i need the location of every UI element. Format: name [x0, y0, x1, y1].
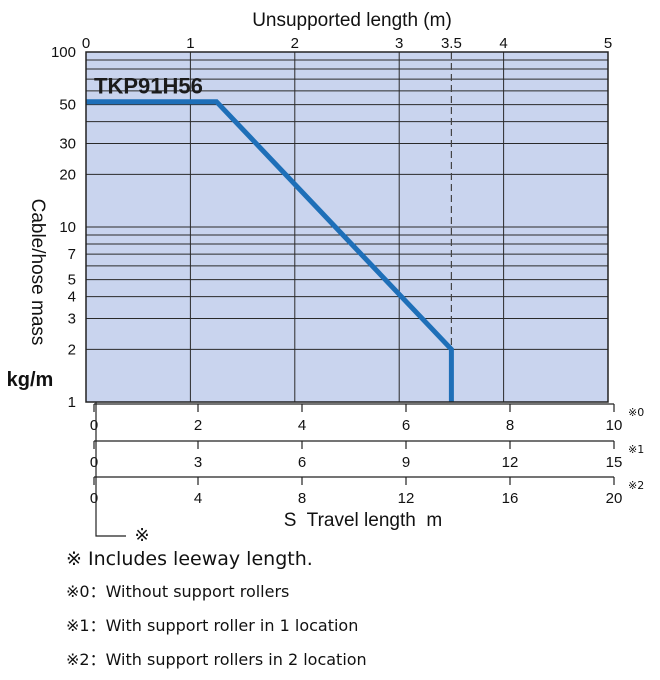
top-tick-label-3: 3: [395, 35, 403, 52]
y-tick-label-7: 7: [68, 246, 76, 263]
travel-length-chart: TKP91H56 Unsupported length (m) 0 1 2 3 4 53.…: [7, 10, 645, 546]
bottom-axis-2-tick-label-12: 12: [398, 490, 415, 507]
grid: [85, 51, 609, 403]
note-0: ※0：Without support rollers: [66, 582, 290, 601]
y-tick-label-50: 50: [59, 97, 76, 114]
y-tick-label-10: 10: [59, 219, 76, 236]
top-tick-label-0: 0: [82, 35, 90, 52]
bottom-axis-title: S Travel length m: [284, 510, 442, 531]
top-tick-label-1: 1: [186, 35, 194, 52]
bottom-axis-1-tick-label-3: 3: [194, 454, 202, 471]
y-tick-label-20: 20: [59, 166, 76, 183]
bottom-axis-0-tick-label-4: 4: [298, 417, 306, 434]
bottom-axis-0-tick-label-10: 10: [606, 417, 623, 434]
series-line-0: [86, 99, 454, 402]
top-tick-label-4: 4: [499, 35, 507, 52]
y-axis-unit: kg/m: [7, 369, 54, 391]
plot-frame: [85, 51, 609, 403]
note-1: ※1：With support roller in 1 location: [66, 616, 359, 635]
series-label-0: TKP91H56: [94, 74, 203, 99]
y-axis-title: Cable/hose mass: [27, 199, 48, 346]
note-leeway: ※ Includes leeway length.: [66, 548, 313, 570]
bottom-axis-2-tick-label-0: 0: [90, 490, 98, 507]
leeway-marker-symbol: ※: [134, 525, 149, 546]
bottom-axis-1-tick-label-6: 6: [298, 454, 306, 471]
bottom-axis-2-tick-label-16: 16: [502, 490, 519, 507]
bottom-axis-0-tick-label-8: 8: [506, 417, 514, 434]
y-tick-label-5: 5: [68, 272, 76, 289]
top-axis-title: Unsupported length (m): [252, 10, 452, 31]
note-2: ※2：With support rollers in 2 location: [66, 650, 367, 669]
bottom-axis-0-tick-label-0: 0: [90, 417, 98, 434]
bottom-axis-marker-2: ※2: [628, 479, 644, 492]
top-tick-label-2: 2: [291, 35, 299, 52]
y-tick-label-2: 2: [68, 341, 76, 358]
y-tick-label-3: 3: [68, 311, 76, 328]
y-axis-ticks: 1 2 3 45 7 10 20 30 50 100: [51, 44, 76, 411]
y-tick-label-4: 4: [68, 289, 76, 306]
bottom-axis-marker-0: ※0: [628, 406, 644, 419]
notes: ※ Includes leeway length. ※0：Without sup…: [66, 548, 646, 680]
bottom-axis-1-tick-label-15: 15: [606, 454, 623, 471]
top-tick-label-5: 5: [604, 35, 612, 52]
bottom-axis-2-tick-label-4: 4: [194, 490, 202, 507]
bottom-axis-0-tick-label-2: 2: [194, 417, 202, 434]
bottom-axis-0-tick-label-6: 6: [402, 417, 410, 434]
y-tick-label-1: 1: [68, 394, 76, 411]
top-tick-label-ref: 3.5: [441, 35, 462, 52]
bottom-axis-1-tick-label-12: 12: [502, 454, 519, 471]
bottom-axes: 0 2 4 6 8 10 ※0 0 3 6 9 12 15 ※1 0 4 8 12 16 20 ※2: [90, 403, 644, 507]
bottom-axis-2-tick-label-8: 8: [298, 490, 306, 507]
bottom-axis-2-tick-label-20: 20: [606, 490, 623, 507]
y-tick-label-30: 30: [59, 136, 76, 153]
top-axis-ticks: 0 1 2 3 4 5 3.5: [82, 35, 612, 52]
bottom-axis-marker-1: ※1: [628, 443, 644, 456]
y-tick-label-100: 100: [51, 44, 76, 61]
series-group: TKP91H56: [86, 74, 454, 402]
bottom-axis-1-tick-label-0: 0: [90, 454, 98, 471]
bottom-axis-1-tick-label-9: 9: [402, 454, 410, 471]
leeway-marker: ※: [95, 402, 150, 546]
